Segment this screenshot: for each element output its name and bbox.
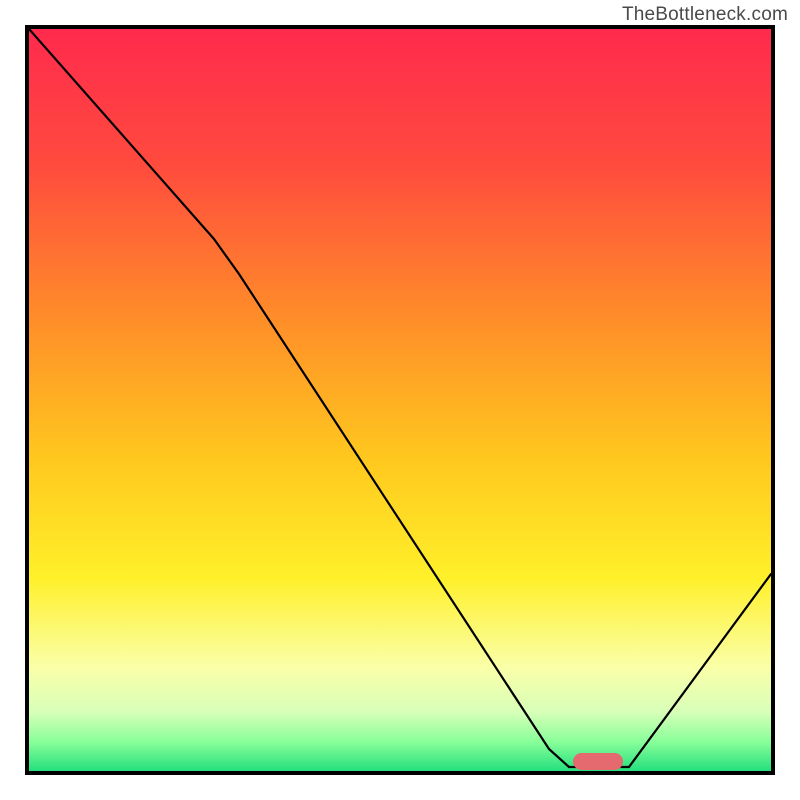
watermark-text: TheBottleneck.com	[622, 4, 788, 26]
curve-polyline	[29, 29, 771, 767]
optimal-point-marker	[573, 753, 623, 770]
chart-curve	[29, 29, 771, 771]
chart-plot-area	[29, 29, 771, 771]
